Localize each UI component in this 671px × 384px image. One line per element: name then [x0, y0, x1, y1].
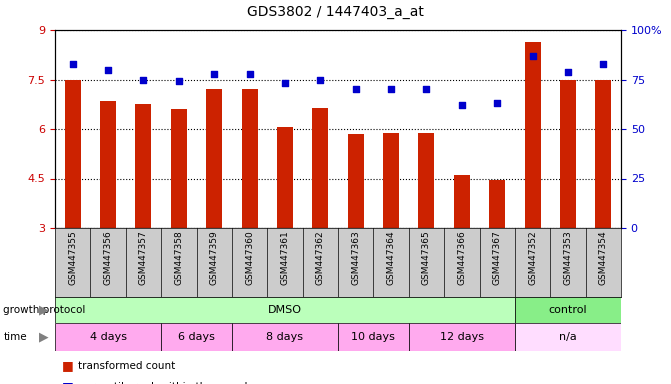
Text: ▶: ▶: [39, 303, 48, 316]
Bar: [525, 41, 541, 228]
Bar: [55, 297, 515, 323]
Bar: [136, 104, 152, 228]
Bar: [515, 297, 621, 323]
Text: GSM447362: GSM447362: [316, 230, 325, 285]
Text: transformed count: transformed count: [79, 361, 176, 371]
Bar: [515, 323, 621, 351]
Bar: [560, 79, 576, 228]
Bar: [454, 175, 470, 228]
Text: GSM447359: GSM447359: [209, 230, 219, 285]
Text: GSM447364: GSM447364: [386, 230, 396, 285]
Point: [492, 100, 503, 106]
Text: GSM447358: GSM447358: [174, 230, 183, 285]
Point: [67, 61, 78, 67]
Text: GSM447355: GSM447355: [68, 230, 77, 285]
Text: DMSO: DMSO: [268, 305, 302, 315]
Point: [103, 66, 113, 73]
Text: 4 days: 4 days: [89, 332, 127, 342]
Bar: [348, 134, 364, 228]
Text: time: time: [3, 332, 27, 342]
Bar: [55, 323, 161, 351]
Text: n/a: n/a: [559, 332, 577, 342]
Bar: [409, 323, 515, 351]
Bar: [338, 323, 409, 351]
Bar: [100, 101, 116, 228]
Text: ▶: ▶: [39, 331, 48, 344]
Text: 8 days: 8 days: [266, 332, 303, 342]
Text: GSM447353: GSM447353: [564, 230, 572, 285]
Text: 12 days: 12 days: [440, 332, 484, 342]
Bar: [383, 133, 399, 228]
Bar: [313, 108, 328, 228]
Bar: [277, 127, 293, 228]
Point: [527, 53, 538, 59]
Text: ■: ■: [62, 380, 73, 384]
Text: GSM447360: GSM447360: [245, 230, 254, 285]
Text: GSM447366: GSM447366: [458, 230, 466, 285]
Text: ■: ■: [62, 359, 73, 372]
Bar: [595, 79, 611, 228]
Point: [138, 76, 149, 83]
Bar: [171, 109, 187, 228]
Bar: [64, 79, 81, 228]
Text: GDS3802 / 1447403_a_at: GDS3802 / 1447403_a_at: [247, 5, 424, 19]
Bar: [232, 323, 338, 351]
Bar: [419, 133, 434, 228]
Text: 10 days: 10 days: [352, 332, 395, 342]
Text: GSM447354: GSM447354: [599, 230, 608, 285]
Point: [562, 68, 573, 74]
Point: [173, 78, 184, 84]
Text: GSM447365: GSM447365: [422, 230, 431, 285]
Point: [386, 86, 397, 93]
Text: GSM447356: GSM447356: [103, 230, 113, 285]
Point: [315, 76, 325, 83]
Text: GSM447367: GSM447367: [493, 230, 502, 285]
Text: GSM447357: GSM447357: [139, 230, 148, 285]
Point: [209, 71, 219, 77]
Bar: [489, 180, 505, 228]
Point: [456, 102, 467, 108]
Text: GSM447352: GSM447352: [528, 230, 537, 285]
Point: [350, 86, 361, 93]
Text: 6 days: 6 days: [178, 332, 215, 342]
Text: control: control: [549, 305, 587, 315]
Point: [598, 61, 609, 67]
Bar: [206, 89, 222, 228]
Text: GSM447361: GSM447361: [280, 230, 289, 285]
Text: percentile rank within the sample: percentile rank within the sample: [79, 382, 254, 384]
Point: [280, 80, 291, 86]
Text: GSM447363: GSM447363: [351, 230, 360, 285]
Bar: [242, 89, 258, 228]
Point: [244, 71, 255, 77]
Text: growth protocol: growth protocol: [3, 305, 86, 315]
Bar: [161, 323, 232, 351]
Point: [421, 86, 432, 93]
